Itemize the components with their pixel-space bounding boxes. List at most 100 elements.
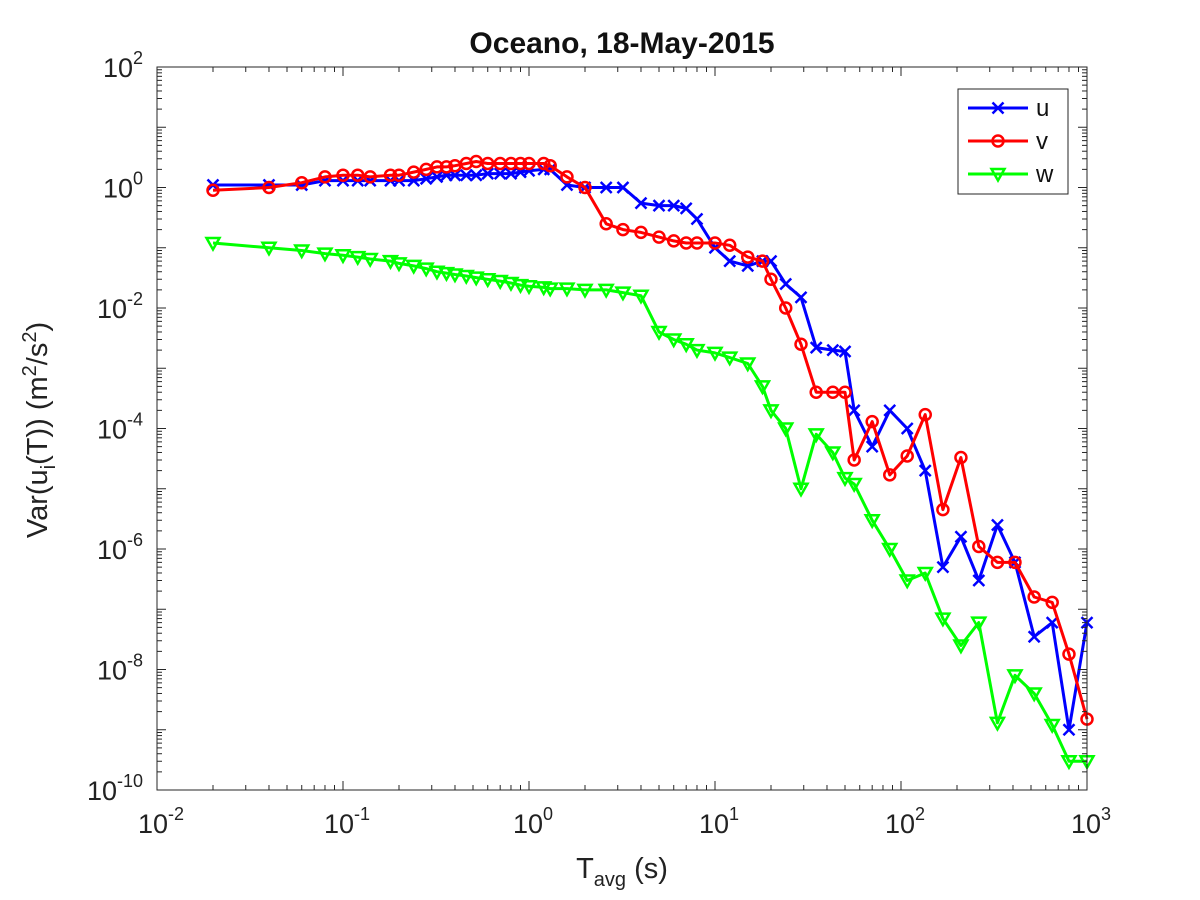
chart-title: Oceano, 18-May-2015 bbox=[469, 27, 774, 60]
data-point-u bbox=[826, 343, 840, 357]
data-point-w bbox=[706, 346, 724, 362]
x-axis-label: Tavg (s) bbox=[576, 853, 668, 891]
y-axis-label: Var(ui(T)) (m2/s2) bbox=[19, 322, 60, 538]
data-point-w bbox=[293, 244, 311, 260]
data-point-v bbox=[838, 385, 852, 399]
data-point-u bbox=[690, 212, 704, 226]
data-point-w bbox=[807, 428, 825, 444]
x-tick-label: 100 bbox=[513, 804, 553, 839]
data-point-v bbox=[439, 160, 454, 174]
data-point-v bbox=[990, 555, 1005, 570]
data-point-w bbox=[204, 236, 222, 253]
data-point-v bbox=[406, 165, 421, 179]
data-point-w bbox=[349, 250, 367, 267]
data-point-w bbox=[260, 241, 278, 257]
data-point-w bbox=[457, 269, 475, 286]
data-point-u bbox=[493, 167, 507, 180]
data-point-v bbox=[536, 156, 551, 171]
data-point-u bbox=[809, 341, 823, 355]
data-point-w bbox=[597, 283, 615, 299]
data-point-w bbox=[916, 566, 934, 583]
data-point-w bbox=[753, 380, 772, 396]
data-point-v bbox=[504, 156, 518, 171]
data-point-w bbox=[361, 252, 379, 269]
data-point-v bbox=[809, 385, 823, 399]
data-point-v bbox=[262, 180, 276, 195]
legend-item-u: u bbox=[968, 95, 1049, 122]
data-point-v bbox=[722, 238, 737, 253]
data-point-v bbox=[690, 236, 704, 250]
data-point-u bbox=[652, 199, 666, 213]
x-tick-label: 103 bbox=[1071, 804, 1111, 839]
data-point-u bbox=[847, 403, 861, 417]
data-point-v bbox=[560, 170, 574, 184]
y-axis-label-p4: ) bbox=[22, 322, 54, 332]
series-w bbox=[204, 236, 1096, 771]
data-point-u bbox=[679, 202, 693, 215]
data-point-w bbox=[1060, 755, 1078, 771]
legend-label-v: v bbox=[1036, 128, 1048, 155]
data-point-v bbox=[294, 175, 309, 190]
data-point-v bbox=[634, 225, 648, 240]
x-axis-label-sub: avg bbox=[594, 869, 626, 891]
data-point-v bbox=[1027, 590, 1041, 604]
y-axis-label-p2: (T)) (m bbox=[22, 376, 54, 465]
data-point-u bbox=[1027, 630, 1041, 644]
y-tick-label: 10-2 bbox=[97, 289, 143, 324]
data-point-w bbox=[688, 343, 706, 360]
data-point-v bbox=[578, 180, 592, 195]
y-axis-label-sub: i bbox=[38, 465, 60, 469]
data-point-w bbox=[934, 612, 952, 628]
data-point-w bbox=[632, 289, 650, 305]
legend-item-w: w bbox=[968, 161, 1054, 188]
data-point-w bbox=[467, 271, 485, 287]
legend-label-w: w bbox=[1035, 161, 1054, 188]
data-point-v bbox=[350, 168, 365, 182]
y-tick-label: 102 bbox=[103, 48, 143, 83]
data-point-u bbox=[469, 168, 483, 182]
data-point-w bbox=[952, 639, 970, 655]
data-point-v bbox=[430, 160, 444, 174]
data-point-v bbox=[513, 156, 528, 171]
data-point-w bbox=[898, 574, 916, 590]
x-tick-label: 101 bbox=[699, 804, 739, 839]
y-axis-label-sup1: 2 bbox=[19, 365, 41, 376]
data-point-w bbox=[650, 325, 668, 342]
data-point-v bbox=[383, 168, 398, 182]
data-point-u bbox=[865, 440, 879, 454]
y-axis-ticks: 10-10 10-8 10-6 10-4 10-2 100 102 bbox=[87, 48, 1087, 806]
data-point-w bbox=[446, 268, 464, 284]
data-point-v bbox=[652, 230, 666, 244]
data-point-w bbox=[1006, 669, 1024, 685]
data-point-w bbox=[881, 542, 899, 559]
legend-marker-v bbox=[991, 134, 1005, 148]
data-point-v bbox=[1062, 647, 1076, 661]
x-tick-label: 10-1 bbox=[324, 804, 370, 839]
y-tick-label: 10-8 bbox=[97, 651, 143, 686]
data-point-w bbox=[665, 333, 683, 349]
data-point-u bbox=[991, 518, 1004, 532]
data-point-w bbox=[721, 351, 739, 367]
y-axis-label-p3: /s bbox=[22, 343, 54, 366]
legend-item-v: v bbox=[968, 128, 1048, 155]
data-point-w bbox=[777, 422, 795, 438]
data-point-v bbox=[599, 217, 613, 231]
data-point-u bbox=[779, 277, 793, 291]
y-tick-label: 10-10 bbox=[87, 771, 143, 806]
data-point-w bbox=[491, 274, 509, 291]
data-point-v bbox=[847, 453, 861, 467]
x-tick-label: 10-2 bbox=[138, 804, 184, 839]
data-point-w bbox=[428, 265, 446, 281]
data-point-w bbox=[334, 249, 352, 265]
legend-marker-w bbox=[989, 167, 1007, 184]
data-point-v bbox=[336, 168, 350, 182]
plot-area bbox=[157, 67, 1087, 790]
data-point-w bbox=[824, 446, 842, 462]
y-axis-label-p1: Var(u bbox=[22, 469, 54, 538]
data-point-v bbox=[206, 183, 220, 198]
data-point-v bbox=[392, 168, 406, 182]
data-point-w bbox=[970, 616, 988, 632]
data-point-w bbox=[520, 279, 538, 296]
x-tick-label: 102 bbox=[885, 804, 925, 839]
